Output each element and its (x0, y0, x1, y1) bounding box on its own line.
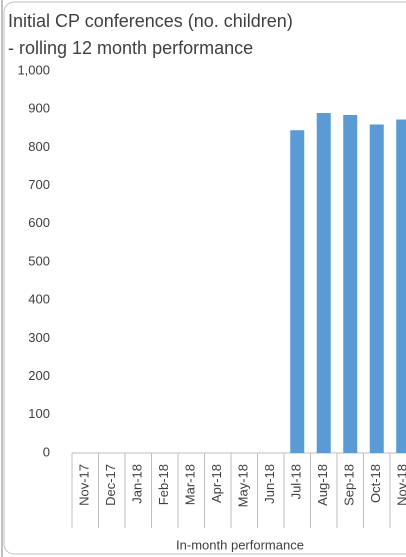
y-tick-label: 900 (28, 101, 50, 116)
x-tick-label: Feb-18 (156, 464, 171, 505)
y-tick-label: 100 (28, 406, 50, 421)
y-tick-label: 600 (28, 215, 50, 230)
bar (290, 130, 305, 453)
x-tick-label: Apr-18 (209, 464, 224, 503)
y-tick-label: 300 (28, 330, 50, 345)
x-tick-label: May-18 (236, 464, 251, 507)
y-tick-label: 700 (28, 177, 50, 192)
x-tick-label: Nov-17 (77, 464, 92, 506)
x-tick-label: Sep-18 (342, 464, 357, 506)
chart-title: Initial CP conferences (no. children) - … (8, 11, 293, 58)
x-tick-label: Oct-18 (368, 464, 383, 503)
y-tick-label: 400 (28, 292, 50, 307)
chart-border (3, 1, 406, 555)
bar (369, 124, 384, 453)
x-tick-label: Aug-18 (315, 464, 330, 506)
x-axis-title: In-month performance (176, 537, 304, 552)
x-tick-label: Jun-18 (262, 464, 277, 504)
x-tick-label: Nov-18 (395, 464, 406, 506)
x-tick-label: Mar-18 (183, 464, 198, 505)
y-tick-label: 200 (28, 368, 50, 383)
bar (396, 119, 406, 453)
y-tick-label: 800 (28, 139, 50, 154)
y-tick-label: 0 (43, 444, 50, 459)
x-tick-label: Dec-17 (103, 464, 118, 506)
bar (316, 113, 331, 454)
x-tick-label: Jan-18 (130, 464, 145, 504)
y-tick-label: 500 (28, 253, 50, 268)
bar (343, 114, 358, 454)
x-tick-label: Jul-18 (289, 464, 304, 499)
y-tick-label: 1,000 (17, 62, 50, 77)
